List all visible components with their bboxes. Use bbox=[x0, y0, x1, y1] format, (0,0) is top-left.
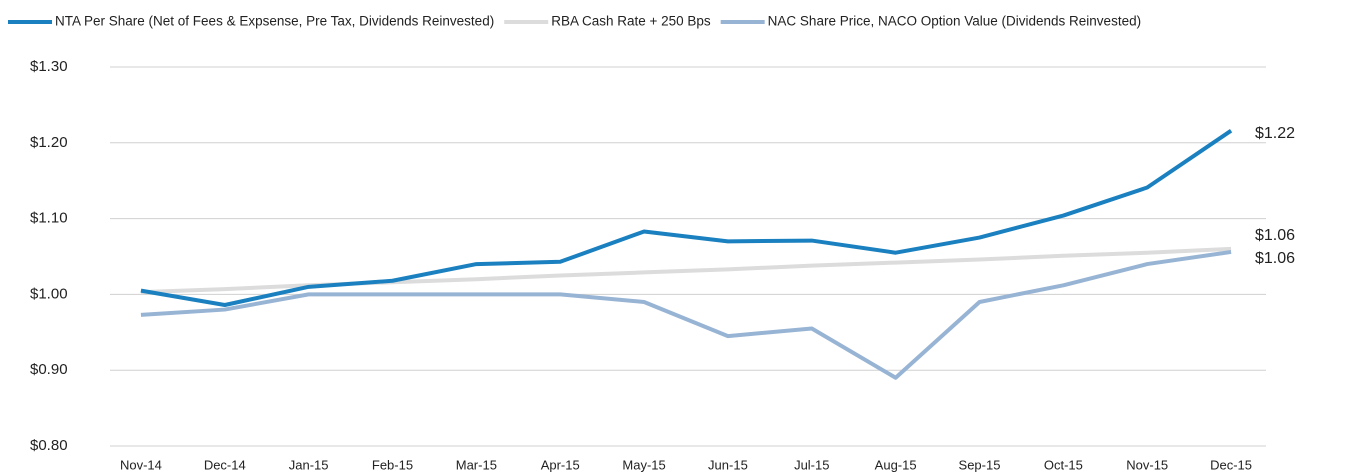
series-line bbox=[140, 249, 1232, 380]
x-tick-label: Aug-15 bbox=[875, 457, 917, 472]
series-line bbox=[140, 129, 1233, 308]
y-tick-label: $1.00 bbox=[30, 285, 68, 302]
x-tick-label: Nov-14 bbox=[120, 457, 162, 472]
x-tick-label: Mar-15 bbox=[456, 457, 497, 472]
y-tick-label: $1.20 bbox=[30, 134, 68, 151]
y-tick-label: $1.10 bbox=[30, 210, 68, 227]
x-tick-label: Jun-15 bbox=[708, 457, 748, 472]
x-tick-label: Jan-15 bbox=[289, 457, 329, 472]
x-tick-label: Nov-15 bbox=[1126, 457, 1168, 472]
x-tick-label: Jul-15 bbox=[794, 457, 829, 472]
y-tick-label: $0.80 bbox=[30, 437, 68, 454]
y-tick-label: $0.90 bbox=[30, 361, 68, 378]
x-tick-label: Feb-15 bbox=[372, 457, 413, 472]
legend-label: NTA Per Share (Net of Fees & Expsense, P… bbox=[55, 14, 494, 29]
x-tick-label: Sep-15 bbox=[959, 457, 1001, 472]
x-tick-label: Oct-15 bbox=[1044, 457, 1083, 472]
x-tick-label: Dec-14 bbox=[204, 457, 246, 472]
end-label: $1.06 bbox=[1255, 227, 1295, 244]
legend-label: NAC Share Price, NACO Option Value (Divi… bbox=[768, 14, 1141, 29]
y-tick-label: $1.30 bbox=[30, 58, 68, 75]
x-tick-label: Dec-15 bbox=[1210, 457, 1252, 472]
end-label: $1.06 bbox=[1255, 250, 1295, 267]
x-tick-label: May-15 bbox=[622, 457, 665, 472]
x-tick-label: Apr-15 bbox=[541, 457, 580, 472]
end-label: $1.22 bbox=[1255, 125, 1295, 142]
legend-label: RBA Cash Rate + 250 Bps bbox=[551, 14, 711, 29]
